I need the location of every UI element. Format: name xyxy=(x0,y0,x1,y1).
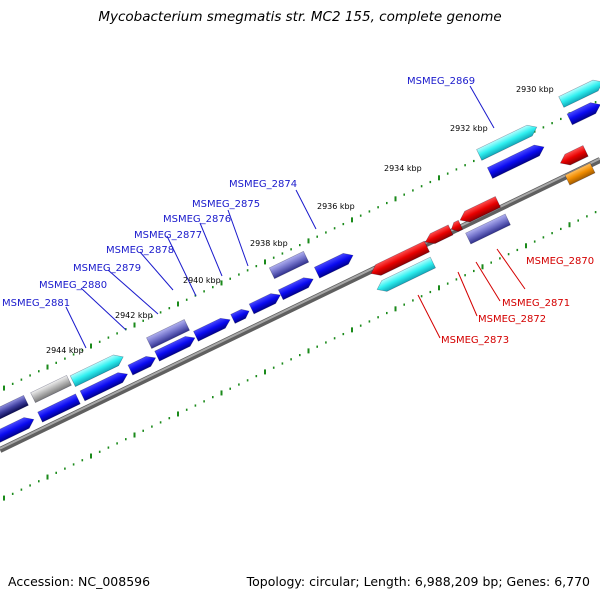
leader-line xyxy=(469,85,495,129)
gene-arrow xyxy=(313,253,354,279)
leader-line xyxy=(295,189,317,230)
gene-arrow xyxy=(451,219,464,232)
gene-arrow xyxy=(268,250,310,280)
gene-arrow xyxy=(277,277,314,301)
genome-summary: Topology: circular; Length: 6,988,209 bp… xyxy=(246,574,590,589)
gene-arrow xyxy=(248,293,281,315)
gene-label: MSMEG_2870 xyxy=(526,256,594,267)
scale-label: 2942 kbp xyxy=(115,311,153,320)
gene-arrow xyxy=(376,256,436,292)
gene-label: MSMEG_2880 xyxy=(39,280,107,291)
gene-arrow xyxy=(154,336,196,362)
gene-arrow xyxy=(193,317,231,342)
gene-label: MSMEG_2872 xyxy=(478,314,546,325)
gene-arrow xyxy=(486,144,545,179)
gene-arrow xyxy=(465,213,511,245)
accession-label: Accession: NC_008596 xyxy=(8,574,151,589)
gene-label: MSMEG_2874 xyxy=(229,179,297,190)
leader-line xyxy=(417,294,441,339)
scale-label: 2930 kbp xyxy=(516,85,554,94)
gene-features xyxy=(0,79,600,445)
gene-label: MSMEG_2881 xyxy=(2,298,70,309)
leader-line xyxy=(80,287,127,331)
scale-label: 2934 kbp xyxy=(384,164,422,173)
gene-labels: MSMEG_2869 MSMEG_2874 MSMEG_2875 MSMEG_2876… xyxy=(2,76,594,346)
scale-ticks xyxy=(3,101,597,501)
gene-label: MSMEG_2877 xyxy=(134,230,202,241)
gene-arrow xyxy=(127,356,157,376)
gene-arrow xyxy=(559,145,589,166)
leader-line xyxy=(166,235,197,297)
gene-arrow xyxy=(69,354,124,387)
gene-arrow xyxy=(0,394,29,424)
scale-label: 2936 kbp xyxy=(317,202,355,211)
gene-arrow xyxy=(0,417,35,445)
leader-line xyxy=(139,251,174,291)
gene-label: MSMEG_2869 xyxy=(407,76,475,87)
gene-arrow xyxy=(459,196,501,223)
gene-arrow xyxy=(230,309,250,324)
leader-line xyxy=(227,209,249,267)
gene-arrow xyxy=(424,224,454,244)
gene-label: MSMEG_2878 xyxy=(106,245,174,256)
gene-arrow xyxy=(564,162,596,186)
leader-line xyxy=(475,261,501,302)
leader-line xyxy=(65,306,87,349)
gene-arrow xyxy=(566,102,600,126)
gene-label: MSMEG_2876 xyxy=(163,214,231,225)
scale-label: 2932 kbp xyxy=(450,124,488,133)
leader-line xyxy=(199,222,223,277)
gene-label: MSMEG_2873 xyxy=(441,335,509,346)
scale-labels: 2930 kbp 2932 kbp 2934 kbp 2936 kbp 2938 kbp… xyxy=(46,85,554,355)
gene-arrow xyxy=(37,393,81,423)
scale-label: 2944 kbp xyxy=(46,346,84,355)
gene-arrow xyxy=(30,374,72,404)
leader-line xyxy=(496,248,526,290)
scale-label: 2938 kbp xyxy=(250,239,288,248)
gene-arrow xyxy=(146,319,190,349)
gene-label: MSMEG_2879 xyxy=(73,263,141,274)
label-leader-lines xyxy=(65,85,526,349)
gene-arrow xyxy=(558,79,600,108)
gene-arrow xyxy=(476,124,538,161)
scale-label: 2940 kbp xyxy=(183,276,221,285)
gene-arrow xyxy=(370,240,430,276)
gene-label: MSMEG_2875 xyxy=(192,199,260,210)
leader-line xyxy=(457,271,478,317)
gene-label: MSMEG_2871 xyxy=(502,298,570,309)
leader-line xyxy=(107,269,159,315)
map-title: Mycobacterium smegmatis str. MC2 155, co… xyxy=(98,9,502,25)
gene-arrow xyxy=(79,372,128,402)
